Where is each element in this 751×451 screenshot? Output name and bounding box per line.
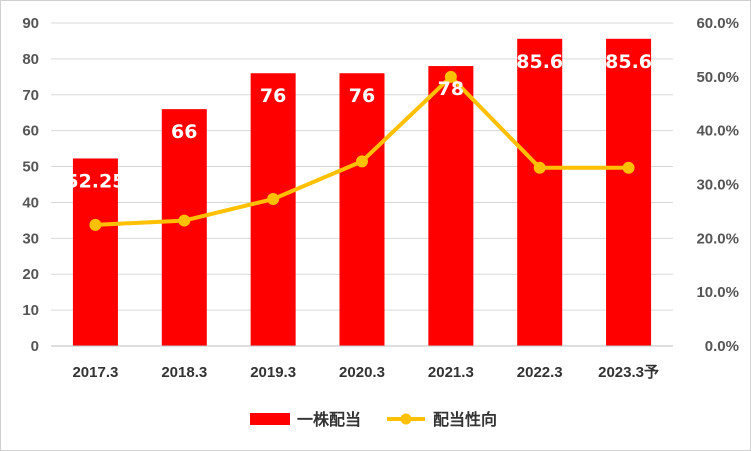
y-left-tick-label: 80	[22, 51, 39, 68]
x-tick-label: 2021.3	[428, 364, 474, 381]
bar-data-label: 76	[349, 85, 375, 107]
bar	[250, 73, 296, 346]
line-point	[178, 214, 191, 227]
bar-data-label: 66	[171, 121, 197, 143]
axes: 0 10 20 30 40 50 60 70 80 90 0.0% 10.0% 20.0% 30.0% 40…	[22, 15, 739, 381]
y-left-tick-label: 60	[22, 123, 39, 140]
y-left-tick-label: 10	[22, 302, 39, 319]
bar-data-label: 85.6	[516, 51, 563, 73]
x-tick-label: 2019.3	[250, 364, 296, 381]
y-right-tick-label: 10.0%	[696, 284, 739, 301]
x-tick-label: 2020.3	[339, 364, 385, 381]
legend-label-line: 配当性向	[433, 410, 497, 429]
bar	[428, 66, 474, 347]
line-series	[89, 70, 635, 231]
line-point	[267, 193, 280, 206]
legend-marker-line	[400, 413, 412, 425]
y-right-tick-label: 60.0%	[696, 15, 739, 32]
line-point	[356, 155, 368, 168]
y-left-tick-label: 40	[22, 194, 39, 211]
line-point	[622, 161, 635, 174]
bar-data-label: 78	[438, 78, 464, 100]
data-labels: 52.25 66 76 76 78 85.6 85.6	[65, 51, 652, 193]
y-right-tick-label: 20.0%	[696, 230, 739, 247]
y-left-tick-label: 50	[22, 159, 39, 176]
y-left-tick-label: 90	[22, 15, 39, 32]
line-point	[89, 218, 102, 231]
y-right-tick-label: 0.0%	[705, 338, 739, 355]
x-tick-label: 2018.3	[161, 364, 207, 381]
bar-data-label: 85.6	[605, 51, 652, 73]
y-left-tick-label: 0	[31, 338, 39, 355]
y-left-tick-label: 30	[22, 230, 39, 247]
y-right-tick-label: 50.0%	[696, 69, 739, 86]
bar	[72, 158, 118, 346]
legend-swatch-bar	[250, 413, 290, 425]
y-right-tick-label: 40.0%	[696, 123, 739, 140]
legend: 一株配当 配当性向	[250, 410, 497, 429]
bar	[517, 38, 563, 347]
line-point	[444, 70, 457, 83]
bar-series	[72, 38, 652, 347]
y-right-tick-label: 30.0%	[696, 177, 739, 194]
legend-label-bar: 一株配当	[297, 410, 361, 429]
x-tick-label: 2017.3	[72, 364, 118, 381]
y-left-tick-label: 70	[22, 87, 39, 104]
bar	[339, 73, 385, 346]
bar	[606, 38, 652, 347]
line-point	[533, 161, 546, 174]
bar	[161, 109, 207, 346]
bar-data-label: 52.25	[65, 170, 125, 192]
bar-data-label: 76	[260, 85, 286, 107]
y-left-tick-label: 20	[22, 266, 39, 283]
x-tick-label: 2023.3予	[598, 364, 659, 381]
x-tick-label: 2022.3	[517, 364, 563, 381]
